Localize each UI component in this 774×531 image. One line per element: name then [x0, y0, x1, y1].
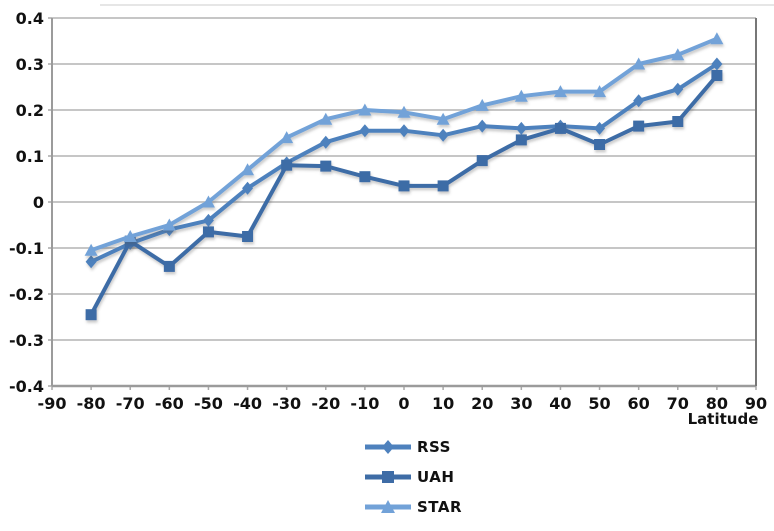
data-point-marker [515, 121, 527, 135]
x-axis-tick-label: -60 [155, 394, 184, 413]
x-axis-tick-label: -10 [350, 394, 379, 413]
data-point-marker [320, 160, 332, 172]
x-axis-tick-label: -40 [233, 394, 262, 413]
data-point-marker [202, 213, 214, 227]
x-axis-tick-label: 20 [471, 394, 493, 413]
y-axis-tick-label: 0.2 [16, 101, 44, 120]
data-point-marker [320, 135, 332, 149]
series-line-rss [89, 62, 719, 264]
legend: RSS UAH STAR [363, 432, 462, 522]
data-point-marker [241, 163, 255, 176]
data-point-marker [358, 103, 372, 116]
legend-item-uah: UAH [363, 462, 462, 492]
data-point-marker [84, 243, 98, 256]
x-axis-tick-label: -90 [38, 394, 67, 413]
data-point-marker [593, 85, 607, 98]
legend-label-star: STAR [417, 498, 463, 516]
data-point-marker [280, 131, 294, 144]
data-point-marker [633, 94, 645, 108]
y-axis-tick-label: -0.2 [9, 285, 44, 304]
data-point-marker [359, 171, 371, 183]
series-rss [85, 57, 723, 269]
data-point-marker [397, 105, 411, 118]
data-point-marker [202, 226, 214, 238]
data-point-marker [711, 70, 723, 81]
data-point-marker [398, 124, 410, 138]
data-point-marker [85, 255, 97, 269]
series-uah [85, 70, 723, 321]
x-axis-tick-label: -20 [311, 394, 340, 413]
star-legend-marker-icon [365, 500, 411, 513]
data-point-marker [514, 89, 528, 102]
data-point-marker [672, 82, 684, 96]
data-point-marker [671, 48, 685, 61]
series-line-star [89, 36, 719, 253]
data-point-marker [242, 231, 254, 242]
data-point-marker [359, 124, 371, 138]
data-point-marker [162, 218, 176, 231]
y-axis-tick-label: 0.1 [16, 147, 44, 166]
x-axis-tick-label: -80 [77, 394, 106, 413]
x-axis-tick-label: 30 [510, 394, 532, 413]
data-point-marker [672, 116, 684, 127]
x-axis-tick-label: 70 [667, 394, 689, 413]
data-point-marker [163, 260, 175, 272]
x-axis-tick-label: 10 [432, 394, 454, 413]
data-point-marker [437, 128, 449, 142]
x-axis-tick-label: 60 [628, 394, 650, 413]
legend-label-uah: UAH [417, 468, 455, 486]
data-point-marker [475, 98, 489, 111]
y-axis-tick-label: 0 [33, 193, 44, 212]
x-axis-tick-label: -30 [272, 394, 301, 413]
data-point-marker [553, 85, 567, 98]
data-point-marker [85, 309, 97, 321]
x-axis-tick-label: -50 [194, 394, 223, 413]
data-point-marker [281, 159, 293, 171]
data-point-marker [201, 195, 215, 208]
uah-legend-marker-icon [365, 471, 411, 483]
data-point-marker [398, 180, 410, 192]
x-axis-tick-label: 80 [706, 394, 728, 413]
y-axis-tick-label: -0.4 [9, 377, 44, 396]
data-point-marker [633, 120, 645, 132]
y-axis-tick-label: 0.3 [16, 55, 44, 74]
legend-label-rss: RSS [417, 438, 451, 456]
data-point-marker [554, 122, 566, 134]
data-point-marker [710, 32, 724, 45]
y-axis-tick-label: 0.4 [16, 9, 44, 28]
data-point-marker [476, 155, 488, 167]
data-point-marker [123, 230, 137, 242]
x-axis-tick-label: 90 [745, 394, 767, 413]
data-point-marker [632, 57, 646, 70]
data-point-marker [515, 134, 527, 146]
data-point-marker [594, 139, 606, 150]
x-axis-tick-label: -70 [116, 394, 145, 413]
y-axis-tick-label: -0.1 [9, 239, 44, 258]
rss-legend-marker-icon [365, 440, 411, 454]
data-point-marker [594, 121, 606, 135]
data-point-marker [476, 119, 488, 133]
x-axis-tick-label: 50 [588, 394, 610, 413]
data-point-marker [436, 112, 450, 125]
y-axis-tick-label: -0.3 [9, 331, 44, 350]
legend-item-star: STAR [363, 492, 462, 522]
x-axis-title: Latitude [688, 410, 759, 428]
legend-item-rss: RSS [363, 432, 462, 462]
x-axis-tick-label: 40 [549, 394, 571, 413]
data-point-marker [437, 180, 449, 192]
data-point-marker [242, 181, 254, 195]
series-star [84, 32, 724, 256]
data-point-marker [711, 57, 723, 71]
x-axis-tick-label: 0 [398, 394, 409, 413]
data-point-marker [319, 112, 333, 125]
